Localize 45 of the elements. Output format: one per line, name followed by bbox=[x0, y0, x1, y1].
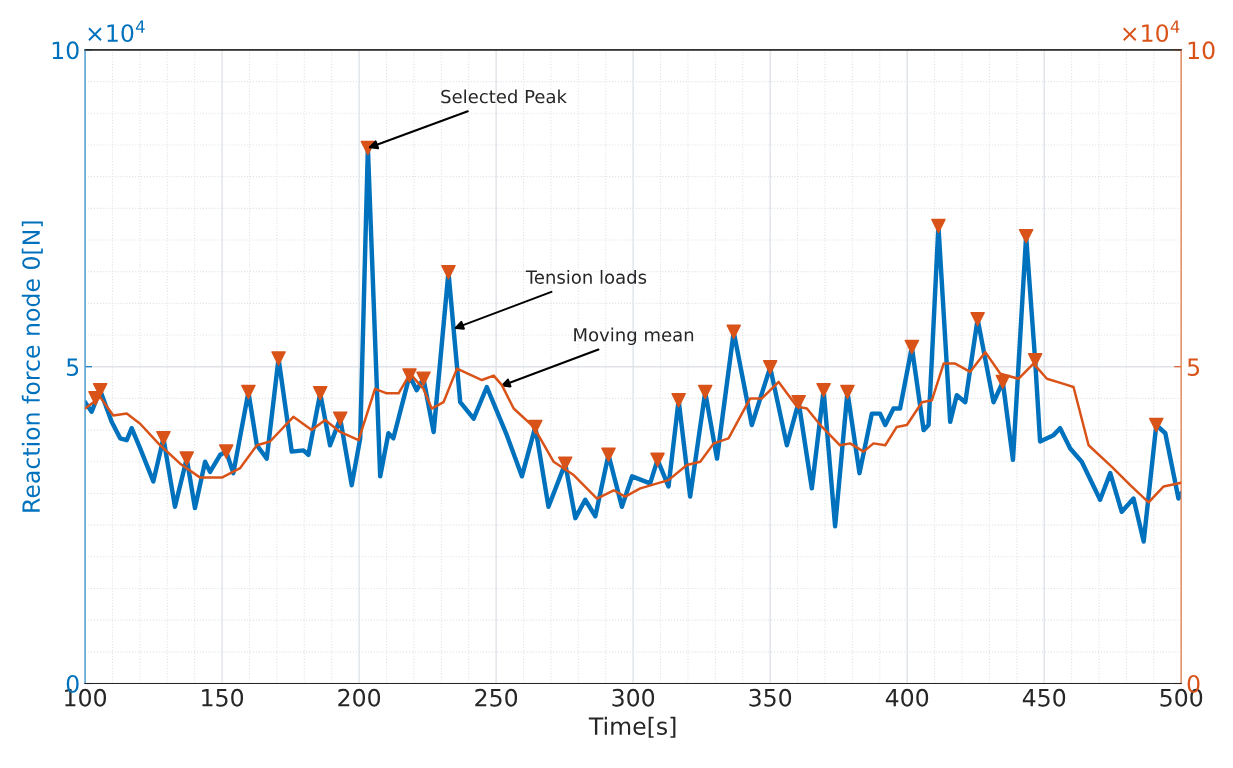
point bbox=[271, 351, 286, 366]
point bbox=[601, 447, 616, 463]
point bbox=[762, 360, 778, 375]
y2-tick-label: 5 bbox=[1187, 358, 1200, 377]
point bbox=[179, 451, 195, 466]
point bbox=[650, 452, 665, 468]
annotation: Moving mean bbox=[574, 327, 694, 346]
point bbox=[671, 393, 686, 408]
point bbox=[218, 444, 234, 459]
annotation: Selected Peak bbox=[441, 89, 567, 104]
point bbox=[332, 411, 348, 426]
point bbox=[1148, 417, 1164, 433]
point bbox=[92, 382, 108, 398]
x-tick-label: 350 bbox=[749, 688, 792, 707]
x-tick-label: 150 bbox=[202, 688, 244, 707]
point bbox=[241, 384, 256, 400]
point bbox=[840, 384, 855, 400]
point bbox=[904, 339, 920, 355]
x-tick-label: 400 bbox=[885, 688, 929, 707]
x-tick-label: 250 bbox=[475, 688, 518, 707]
point bbox=[1027, 353, 1043, 368]
y2-tick-label: 10 bbox=[1188, 41, 1215, 60]
point bbox=[156, 431, 171, 446]
point bbox=[931, 218, 946, 234]
x-tick-label: 300 bbox=[612, 688, 655, 707]
y-tick-label: 10 bbox=[52, 41, 79, 60]
annotation: Tension loads bbox=[525, 269, 647, 284]
point bbox=[441, 265, 456, 280]
point bbox=[697, 384, 713, 400]
point bbox=[1018, 228, 1034, 244]
point bbox=[726, 324, 741, 340]
point bbox=[791, 394, 806, 410]
x-axis-title: Time[s] bbox=[588, 716, 676, 738]
point bbox=[970, 311, 985, 327]
x-tick-label: 200 bbox=[338, 688, 381, 707]
line-series bbox=[85, 350, 1182, 504]
y-axis-title: Reaction force node 0[N] bbox=[21, 221, 43, 512]
point bbox=[312, 386, 328, 401]
point bbox=[557, 456, 573, 471]
point bbox=[416, 371, 431, 387]
point bbox=[816, 382, 831, 398]
text: ×10$^{4}$ bbox=[88, 20, 145, 43]
x-tick-label: 450 bbox=[1022, 688, 1066, 707]
y-tick-label: 5 bbox=[67, 358, 79, 377]
text: ×10$^{4}$ bbox=[1123, 20, 1180, 43]
